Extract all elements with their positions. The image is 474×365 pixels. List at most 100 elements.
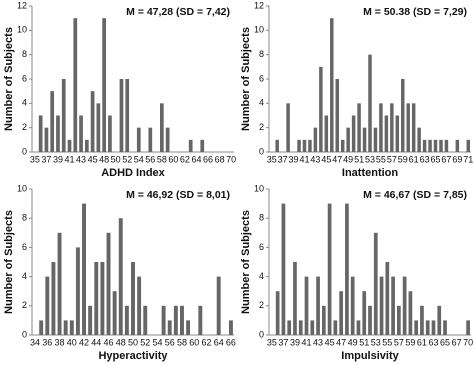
x-tick-label: 57 <box>387 154 397 164</box>
bar <box>106 232 111 335</box>
y-tick-label: 10 <box>254 25 264 35</box>
y-tick-label: 8 <box>259 49 264 59</box>
x-tick-label: 45 <box>321 154 331 164</box>
bar <box>94 262 99 335</box>
y-axis-title: Number of Subjects <box>240 27 252 131</box>
bar <box>51 262 56 335</box>
bar <box>373 232 378 335</box>
bar <box>324 115 329 152</box>
bar <box>345 203 349 335</box>
x-tick-label: 69 <box>452 154 462 164</box>
x-tick-label: 35 <box>267 154 277 164</box>
x-tick-label: 37 <box>278 154 288 164</box>
x-tick-label: 56 <box>165 337 175 347</box>
x-tick-label: 67 <box>452 337 462 347</box>
bar <box>357 103 361 152</box>
bar <box>444 139 449 152</box>
x-tick-label: 42 <box>79 337 89 347</box>
bar <box>281 203 286 335</box>
y-tick-label: 4 <box>259 98 264 108</box>
bar <box>124 305 129 335</box>
y-axis-title: Number of Subjects <box>3 27 15 131</box>
y-tick-label: 6 <box>22 73 27 83</box>
x-tick-label: 65 <box>431 154 441 164</box>
y-tick-label: 6 <box>22 242 27 252</box>
bar <box>428 139 432 152</box>
x-tick-label: 43 <box>310 154 320 164</box>
bar <box>390 103 394 152</box>
x-tick-label: 53 <box>365 154 375 164</box>
x-tick-label: 48 <box>116 337 126 347</box>
x-tick-label: 64 <box>191 154 201 164</box>
y-tick-label: 12 <box>254 0 264 10</box>
x-tick-label: 59 <box>398 154 408 164</box>
x-tick-label: 58 <box>177 337 187 347</box>
bar <box>391 276 395 335</box>
bar <box>275 291 280 335</box>
bar <box>96 103 101 152</box>
bar <box>356 320 361 335</box>
bar <box>173 305 178 335</box>
x-tick-label: 66 <box>226 337 236 347</box>
x-tick-label: 55 <box>376 154 386 164</box>
bar <box>188 139 193 152</box>
x-tick-label: 45 <box>325 337 335 347</box>
bar <box>38 115 43 152</box>
bar <box>286 103 290 152</box>
y-tick-label: 2 <box>259 300 264 310</box>
x-tick-label: 68 <box>215 154 225 164</box>
x-tick-label: 60 <box>168 154 178 164</box>
x-tick-label: 47 <box>332 154 342 164</box>
x-tick-label: 41 <box>302 337 312 347</box>
bar <box>439 139 443 152</box>
bar <box>79 115 83 152</box>
bar <box>350 276 355 335</box>
bar <box>310 320 315 335</box>
bar <box>119 79 124 152</box>
bar <box>335 79 339 152</box>
y-tick-label: 10 <box>17 183 27 193</box>
bar <box>373 127 378 152</box>
bar <box>395 115 400 152</box>
bar <box>108 115 112 152</box>
bar <box>228 320 233 335</box>
bar <box>56 115 60 152</box>
x-tick-label: 37 <box>278 337 288 347</box>
x-tick-label: 64 <box>214 337 224 347</box>
bar <box>384 115 389 152</box>
bar <box>443 320 447 335</box>
bar <box>186 320 191 335</box>
bar <box>379 103 383 152</box>
x-tick-label: 59 <box>405 337 415 347</box>
bar <box>82 203 86 335</box>
x-tick-label: 35 <box>267 337 277 347</box>
x-tick-label: 43 <box>76 154 86 164</box>
bar <box>216 276 221 335</box>
bar <box>368 305 372 335</box>
x-tick-label: 62 <box>180 154 190 164</box>
bar <box>330 18 334 152</box>
y-tick-label: 0 <box>22 329 27 339</box>
bar <box>90 91 95 152</box>
x-tick-label: 52 <box>140 337 150 347</box>
bar <box>180 305 184 335</box>
bar <box>408 291 413 335</box>
bar <box>102 18 106 152</box>
y-tick-label: 0 <box>259 146 264 156</box>
y-tick-label: 0 <box>22 146 27 156</box>
bar <box>368 54 372 152</box>
bar <box>125 79 130 152</box>
x-tick-label: 38 <box>55 337 65 347</box>
x-tick-label: 54 <box>134 154 144 164</box>
bar <box>88 305 93 335</box>
y-axis-title: Number of Subjects <box>240 210 252 314</box>
annotation: M = 46,67 (SD = 7,85) <box>363 189 467 201</box>
bar <box>319 66 323 152</box>
bar <box>57 232 62 335</box>
bar <box>308 139 312 152</box>
bar <box>45 276 50 335</box>
x-tick-label: 39 <box>290 337 300 347</box>
